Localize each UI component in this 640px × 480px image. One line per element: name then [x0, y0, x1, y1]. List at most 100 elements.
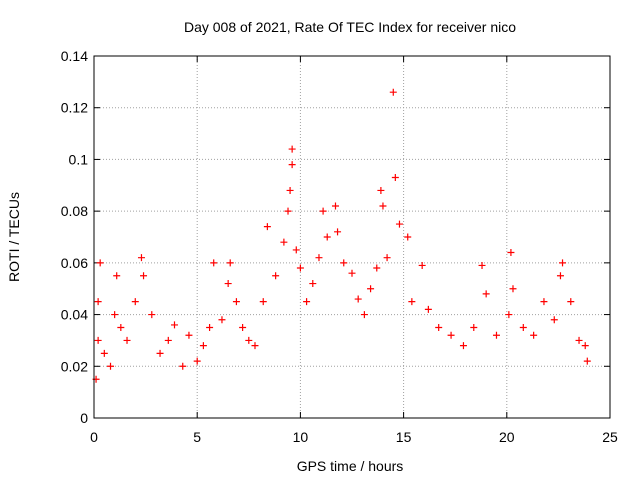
data-point: [286, 186, 294, 194]
data-point: [140, 272, 148, 280]
data-point: [296, 264, 304, 272]
data-point: [519, 324, 527, 331]
data-point: [530, 331, 538, 339]
data-point: [284, 207, 292, 215]
y-tick-label: 0.04: [61, 307, 88, 323]
y-tick-label: 0.08: [61, 203, 88, 219]
data-point: [111, 311, 119, 319]
data-point: [288, 145, 296, 153]
data-point: [408, 298, 416, 306]
grid-layer: [94, 56, 610, 418]
data-point: [581, 342, 589, 350]
data-point: [567, 298, 575, 306]
data-point: [259, 298, 267, 306]
data-point: [292, 246, 300, 254]
x-tick-label: 5: [193, 429, 201, 445]
data-point: [334, 228, 342, 236]
data-point: [303, 298, 311, 306]
data-point: [263, 223, 271, 231]
data-point: [218, 316, 226, 324]
data-point: [131, 298, 139, 306]
data-point: [96, 259, 104, 267]
data-point: [505, 311, 513, 319]
data-point: [389, 88, 397, 96]
data-point: [148, 311, 156, 319]
data-point: [232, 298, 240, 306]
data-point: [575, 336, 583, 344]
data-point: [280, 238, 288, 246]
x-axis-title: GPS time / hours: [297, 458, 404, 474]
x-tick-label: 10: [293, 429, 309, 445]
data-point: [559, 259, 567, 267]
y-tick-label: 0.12: [61, 100, 88, 116]
data-point: [156, 349, 164, 357]
y-axis-title: ROTI / TECUs: [6, 192, 22, 282]
data-point: [185, 331, 193, 339]
data-point: [354, 295, 362, 303]
tick-layer: 0 0.02 0.04 0.06 0.08 0.1 0.12 0.14 0 5 10 15 20 25: [61, 48, 618, 445]
data-point: [113, 272, 121, 280]
y-tick-label: 0: [80, 410, 88, 426]
data-point: [424, 305, 432, 313]
data-point: [239, 324, 247, 331]
data-point: [210, 259, 218, 267]
data-point: [447, 331, 455, 339]
data-point: [360, 311, 368, 319]
data-point: [373, 264, 381, 272]
data-point: [470, 324, 478, 331]
data-point: [193, 357, 201, 365]
x-tick-label: 0: [90, 429, 98, 445]
data-point: [179, 362, 187, 370]
y-tick-label: 0.06: [61, 255, 88, 271]
data-point: [224, 280, 232, 288]
data-point: [404, 233, 412, 241]
data-point: [199, 342, 207, 350]
data-point: [418, 261, 426, 269]
data-point: [245, 336, 253, 344]
data-point: [123, 336, 131, 344]
data-point: [459, 342, 467, 350]
data-point: [117, 324, 125, 331]
data-point: [340, 259, 348, 267]
data-point: [107, 362, 115, 370]
data-point: [556, 272, 564, 280]
data-point: [540, 298, 548, 306]
data-point: [309, 280, 317, 288]
data-point: [391, 174, 399, 182]
data-point: [94, 298, 102, 306]
data-point: [348, 269, 356, 277]
data-point: [367, 285, 375, 293]
data-point: [478, 261, 486, 269]
chart-title: Day 008 of 2021, Rate Of TEC Index for r…: [184, 19, 516, 35]
data-point: [482, 290, 490, 298]
data-point: [379, 202, 387, 210]
plot-frame: [93, 55, 611, 419]
data-point: [137, 254, 145, 262]
x-tick-label: 15: [396, 429, 412, 445]
x-tick-label: 25: [602, 429, 618, 445]
data-point: [206, 324, 214, 331]
data-point: [383, 254, 391, 262]
y-tick-label: 0.14: [61, 48, 88, 64]
data-layer: [92, 88, 591, 383]
data-point: [507, 249, 515, 257]
data-point: [323, 233, 331, 241]
data-point: [509, 285, 517, 293]
y-tick-label: 0.02: [61, 358, 88, 374]
x-tick-label: 20: [499, 429, 515, 445]
data-point: [395, 220, 403, 228]
data-point: [164, 336, 172, 344]
data-point: [377, 186, 385, 194]
data-point: [170, 321, 178, 329]
data-point: [100, 349, 108, 357]
data-point: [272, 272, 280, 280]
data-point: [492, 331, 500, 339]
data-point: [251, 342, 259, 350]
data-point: [288, 161, 296, 169]
data-point: [319, 207, 327, 215]
data-point: [315, 254, 323, 262]
data-point: [94, 336, 102, 344]
data-point: [331, 202, 339, 210]
